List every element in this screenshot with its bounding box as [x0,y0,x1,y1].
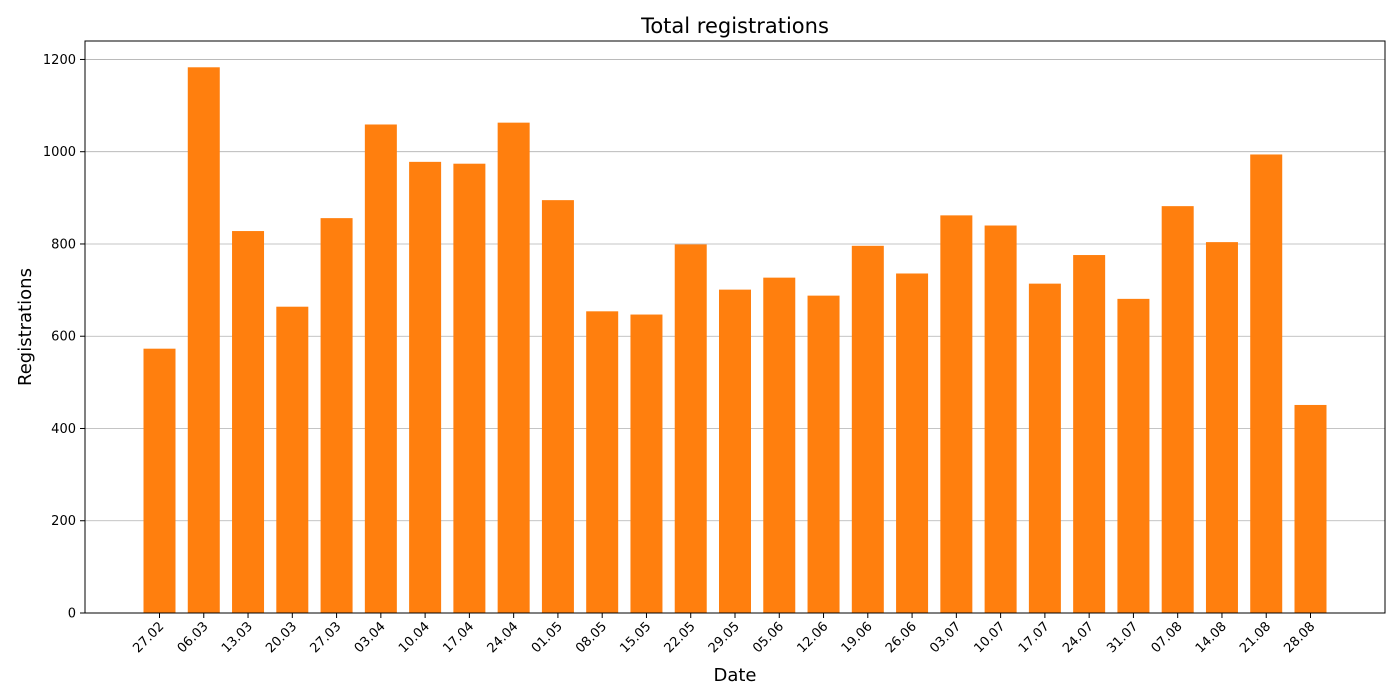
x-tick-label: 05.06 [750,619,787,656]
x-tick-label: 24.04 [485,619,522,656]
bar-12.06 [807,295,840,613]
bar-27.02 [143,348,176,613]
bar-01.05 [541,200,574,614]
x-tick-label: 08.05 [573,619,610,656]
bar-08.05 [586,311,619,613]
bar-15.05 [630,314,663,613]
x-tick-label: 01.05 [529,619,566,656]
x-tick-label: 10.07 [972,619,1009,656]
x-tick-label: 22.05 [662,619,699,656]
bar-06.03 [187,67,220,613]
x-tick-label: 24.07 [1060,619,1097,656]
x-tick-label: 15.05 [617,619,654,656]
bar-21.08 [1250,154,1283,613]
bar-22.05 [674,244,707,614]
bar-28.08 [1294,404,1327,613]
x-tick-label: 17.04 [440,619,477,656]
y-tick-label: 600 [51,330,76,345]
bar-17.04 [453,163,486,613]
bar-27.03 [320,218,353,613]
bar-14.08 [1205,242,1238,614]
y-tick-label: 200 [51,514,76,529]
bar-03.07 [940,215,973,613]
bar-17.07 [1028,283,1061,613]
x-tick-label: 03.04 [352,619,389,656]
bar-24.04 [497,122,530,614]
x-tick-label: 31.07 [1104,619,1141,656]
bar-05.06 [763,277,796,613]
x-tick-label: 13.03 [219,619,256,656]
y-tick-label: 0 [68,607,76,622]
x-tick-label: 12.06 [794,619,831,656]
x-tick-label: 07.08 [1149,619,1186,656]
y-tick-label: 1200 [43,53,76,68]
bar-26.06 [896,273,929,613]
bar-13.03 [232,231,265,613]
y-tick-label: 1000 [43,145,76,160]
bar-20.03 [276,306,309,613]
x-tick-label: 03.07 [927,619,964,656]
bars [143,67,1327,614]
y-axis: 0 200 400 600 800 1000 1200 [43,53,85,622]
x-tick-label: 21.08 [1237,619,1274,656]
x-tick-label: 26.06 [883,619,920,656]
bar-03.04 [364,124,397,614]
bar-10.04 [409,161,442,613]
bar-24.07 [1073,255,1106,614]
chart-title: Total registrations [640,14,829,38]
bar-10.07 [984,225,1017,614]
bar-19.06 [851,245,884,613]
x-tick-label: 17.07 [1016,619,1053,656]
y-tick-label: 800 [51,237,76,252]
x-tick-label: 10.04 [396,619,433,656]
y-axis-title: Registrations [15,268,36,386]
x-tick-label: 20.03 [263,619,300,656]
x-tick-label: 27.02 [130,619,167,656]
bar-31.07 [1117,298,1150,613]
x-tick-label: 19.06 [839,619,876,656]
x-axis-title: Date [713,665,756,686]
y-tick-label: 400 [51,422,76,437]
bar-07.08 [1161,206,1194,613]
bar-29.05 [719,289,751,613]
x-tick-label: 14.08 [1193,619,1230,656]
x-tick-label: 27.03 [307,619,344,656]
x-axis: 27.02 06.03 13.03 20.03 27.03 03.04 10.04 17.04… [130,613,1318,656]
x-tick-label: 06.03 [175,619,212,656]
x-tick-label: 28.08 [1281,619,1318,656]
x-tick-label: 29.05 [706,619,743,656]
